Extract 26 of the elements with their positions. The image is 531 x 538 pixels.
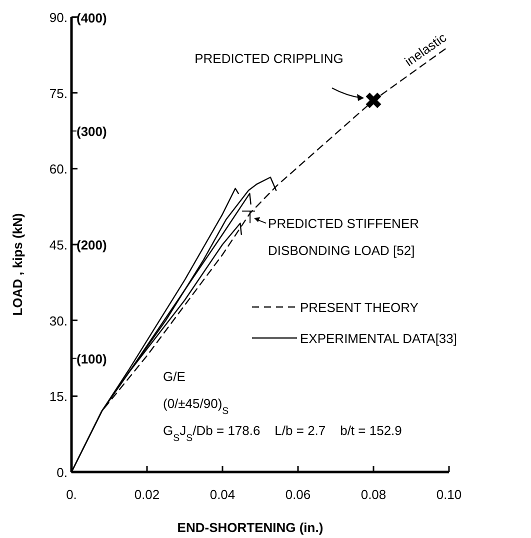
y-tick-label: 60. [49, 162, 68, 177]
x-tick-label: 0.10 [436, 487, 462, 502]
x-tick-label: 0.08 [360, 487, 386, 502]
x-tick-label: 0.04 [210, 487, 236, 502]
y-axis-title: LOAD , kips (kN) [10, 213, 25, 316]
legend-label: PRESENT THEORY [300, 300, 419, 315]
y-tick-label: 90. [49, 10, 68, 25]
y-tick-label: 15. [49, 389, 68, 404]
legend-label: EXPERIMENTAL DATA[33] [300, 331, 458, 346]
x-tick-label: 0. [66, 487, 77, 502]
y-tick-label: 75. [49, 86, 68, 101]
y2-tick-label: (300) [76, 124, 107, 140]
annotation: G/E [163, 369, 186, 384]
annotation: G$_{S}$J$_{S}$/Db = 178.6 L/b = 2.7 b/t = 152.9 [163, 423, 402, 444]
annotation: PREDICTED STIFFENER DISBONDING LOAD [52] [268, 216, 420, 258]
x-tick-label: 0.02 [134, 487, 160, 502]
y2-tick-label: (200) [76, 238, 107, 253]
annotation: PREDICTED CRIPPLING [194, 51, 344, 66]
y-tick-label: 0. [56, 465, 68, 480]
x-tick-label: 0.06 [285, 487, 311, 502]
x-axis-title: END-SHORTENING (in.) [177, 520, 324, 535]
y-tick-label: 45. [49, 238, 68, 252]
y2-tick-label: (400) [76, 10, 107, 26]
y-tick-label: 30. [49, 313, 68, 328]
annotation: (0/±45/90)$_{S}$ [163, 396, 230, 416]
y2-tick-label: (100) [76, 351, 107, 366]
